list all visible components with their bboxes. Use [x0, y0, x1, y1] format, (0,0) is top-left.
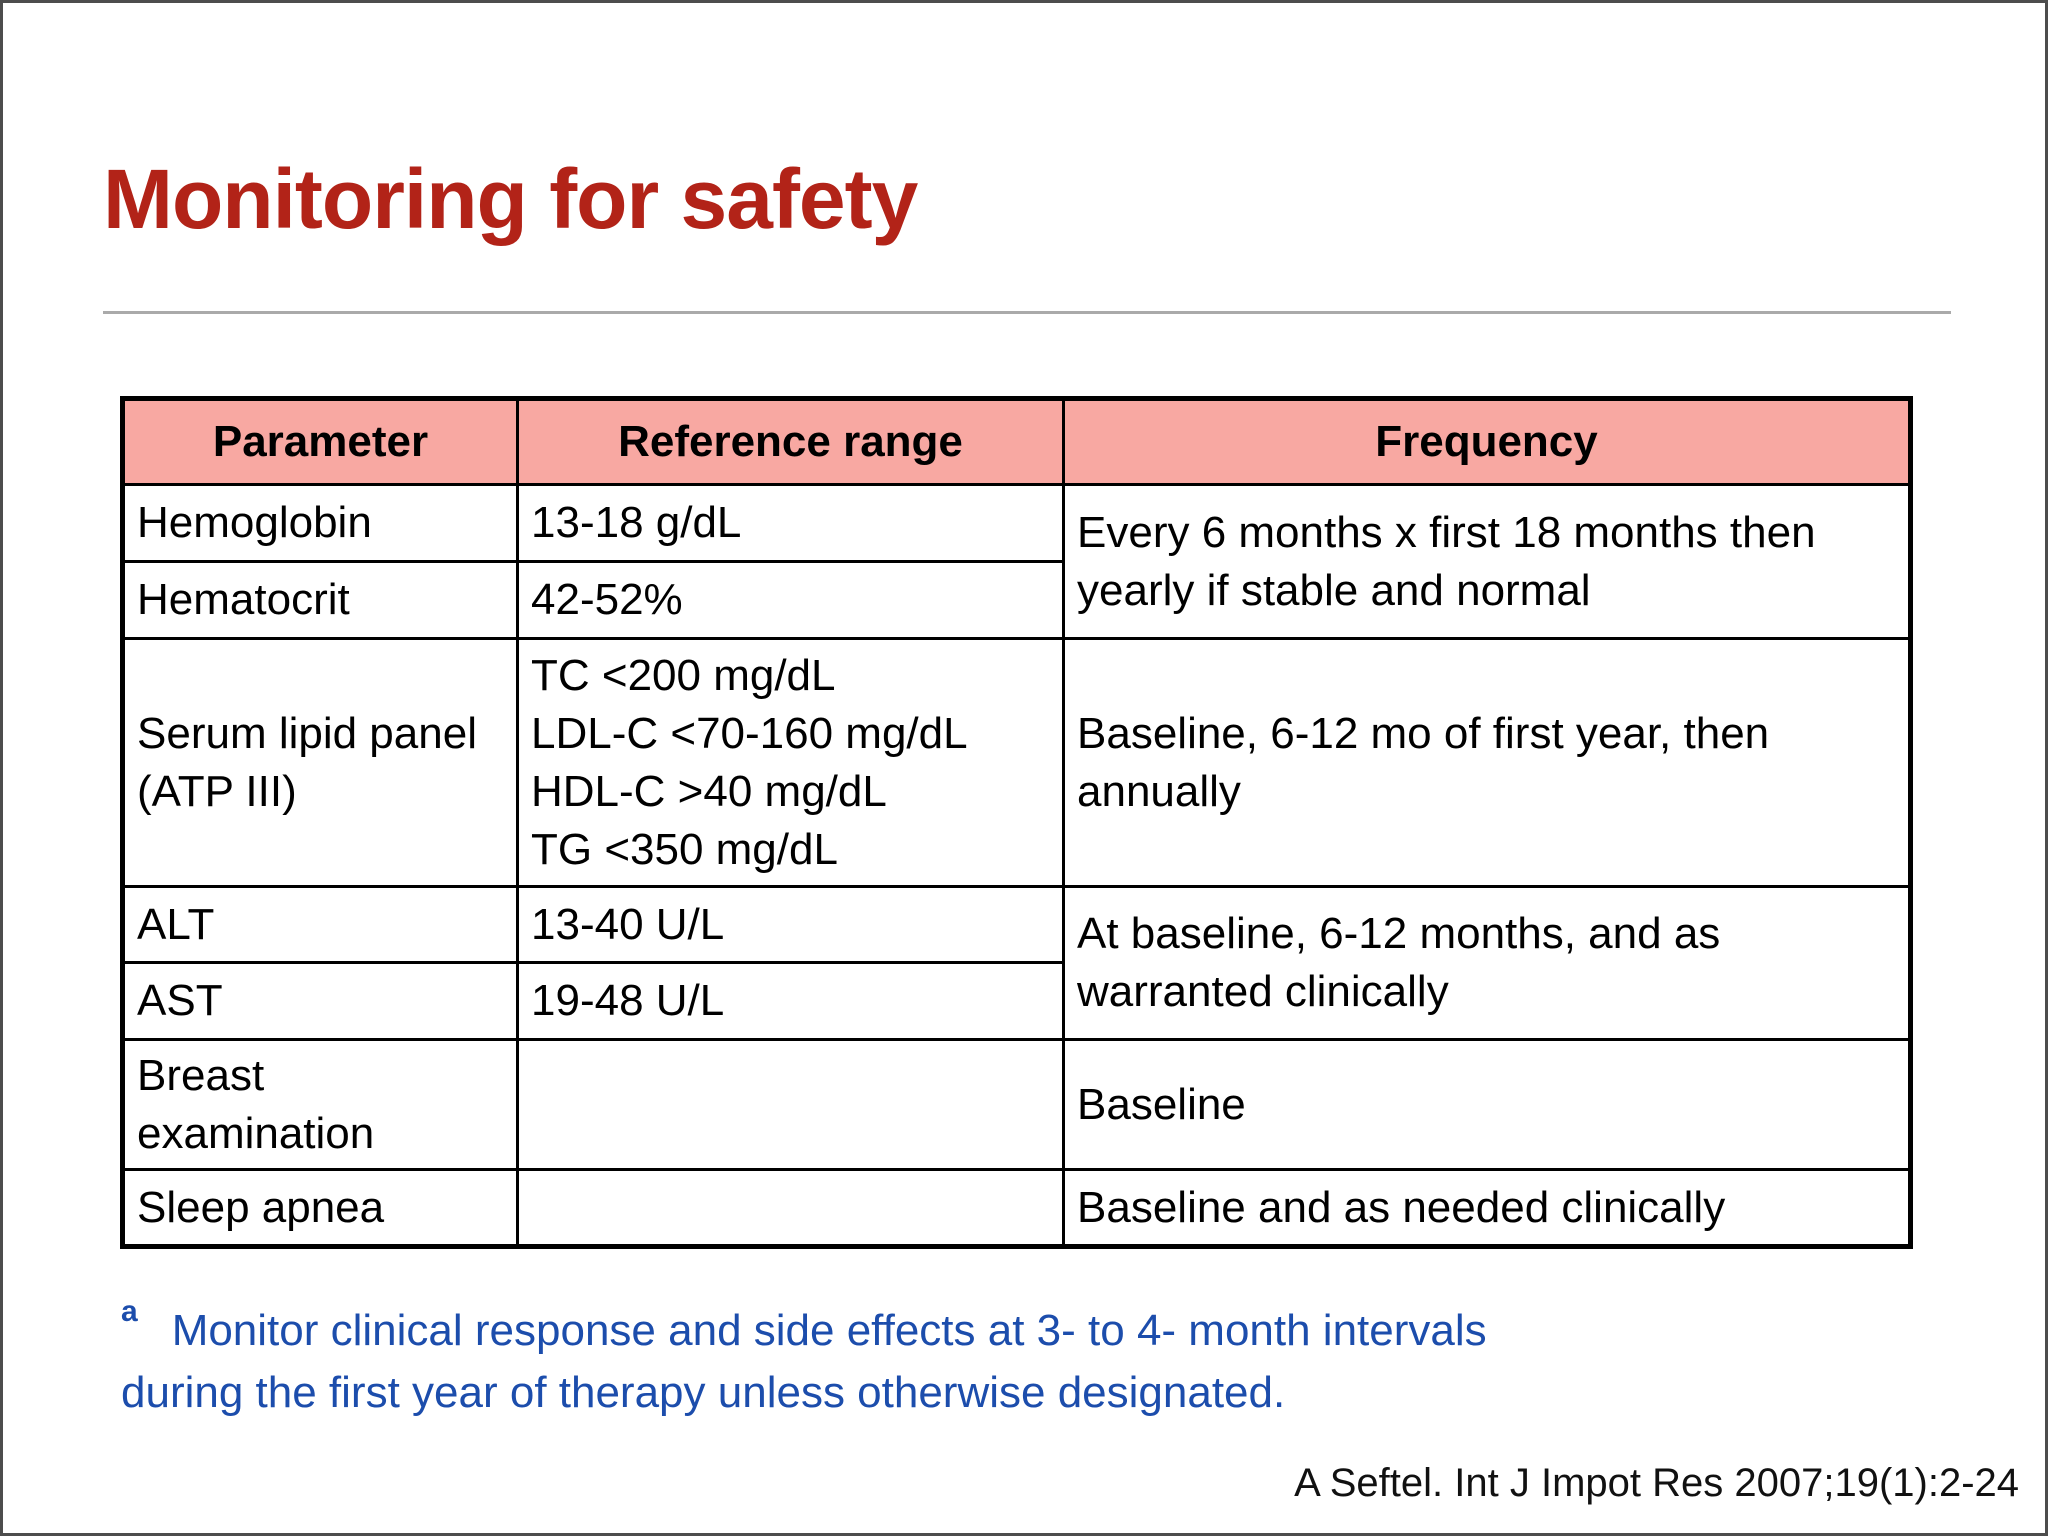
frequency-line: Baseline, 6-12 mo of first year, then — [1077, 708, 1770, 758]
col-header-frequency: Frequency — [1062, 397, 1912, 486]
col-header-parameter: Parameter — [121, 397, 519, 486]
cell-parameter: AST — [121, 961, 519, 1041]
cell-frequency: Every 6 months x first 18 months then ye… — [1062, 483, 1912, 640]
footnote-line-2: during the first year of therapy unless … — [121, 1368, 1286, 1417]
table-header-row: Parameter Reference range Frequency — [121, 397, 1912, 486]
parameter-line: examination — [137, 1108, 375, 1158]
table-row-serum-lipid-panel: Serum lipid panel (ATP III) TC <200 mg/d… — [121, 637, 1912, 888]
footnote-text: Monitor clinical response and side effec… — [171, 1306, 1487, 1355]
monitoring-table: Parameter Reference range Frequency Hemo… — [120, 396, 1913, 1249]
frequency-line: At baseline, 6-12 months, and as — [1077, 909, 1721, 958]
citation: A Seftel. Int J Impot Res 2007;19(1):2-2… — [1294, 1461, 2019, 1505]
table-row-ast: AST 19-48 U/L — [121, 961, 1911, 1041]
cell-reference-empty — [516, 1168, 1065, 1248]
cell-reference-empty — [516, 1038, 1065, 1171]
footnote-line-1: a Monitor clinical response and side effe… — [121, 1281, 1541, 1362]
page-title: Monitoring for safety — [103, 152, 918, 246]
frequency-line: warranted clinically — [1077, 967, 1449, 1016]
reference-line: LDL-C <70-160 mg/dL — [531, 708, 968, 758]
parameter-line: (ATP III) — [137, 766, 297, 816]
table-row-alt: ALT 13-40 U/L At baseline, 6-12 months, … — [121, 885, 1912, 1041]
reference-line: HDL-C >40 mg/dL — [531, 766, 887, 816]
cell-parameter: Breast examination — [121, 1038, 519, 1171]
cell-parameter: Hemoglobin — [121, 483, 519, 563]
cell-reference: 13-40 U/L — [516, 885, 1065, 964]
footnote-marker: a — [121, 1295, 138, 1328]
col-header-reference-range: Reference range — [516, 397, 1065, 486]
parameter-line: Serum lipid panel — [137, 708, 477, 758]
cell-reference: TC <200 mg/dL LDL-C <70-160 mg/dL HDL-C … — [516, 637, 1065, 888]
cell-parameter: ALT — [121, 885, 519, 964]
cell-frequency: Baseline — [1062, 1038, 1912, 1171]
reference-line: TG <350 mg/dL — [531, 824, 838, 874]
cell-reference: 42-52% — [516, 560, 1065, 640]
cell-frequency: Baseline, 6-12 mo of first year, then an… — [1062, 637, 1912, 888]
cell-parameter: Hematocrit — [121, 560, 519, 640]
table-row-hematocrit: Hematocrit 42-52% — [121, 560, 1911, 640]
footnote: a Monitor clinical response and side effe… — [121, 1281, 1541, 1424]
table-row-sleep-apnea: Sleep apnea Baseline and as needed clini… — [121, 1168, 1912, 1248]
cell-parameter: Sleep apnea — [121, 1168, 519, 1248]
frequency-line: annually — [1077, 766, 1241, 816]
cell-reference: 19-48 U/L — [516, 961, 1065, 1041]
title-divider — [103, 311, 1951, 314]
reference-line: TC <200 mg/dL — [531, 650, 836, 700]
cell-parameter: Serum lipid panel (ATP III) — [121, 637, 519, 888]
cell-reference: 13-18 g/dL — [516, 483, 1065, 563]
parameter-line: Breast — [137, 1050, 265, 1100]
table-row-hemoglobin: Hemoglobin 13-18 g/dL Every 6 months x f… — [121, 483, 1912, 640]
table-row-breast-examination: Breast examination Baseline — [121, 1038, 1912, 1171]
cell-frequency: Baseline and as needed clinically — [1062, 1168, 1912, 1248]
frequency-line: Every 6 months x first 18 months then — [1077, 507, 1816, 557]
cell-frequency: At baseline, 6-12 months, and as warrant… — [1062, 885, 1912, 1041]
frequency-line: yearly if stable and normal — [1077, 565, 1591, 615]
